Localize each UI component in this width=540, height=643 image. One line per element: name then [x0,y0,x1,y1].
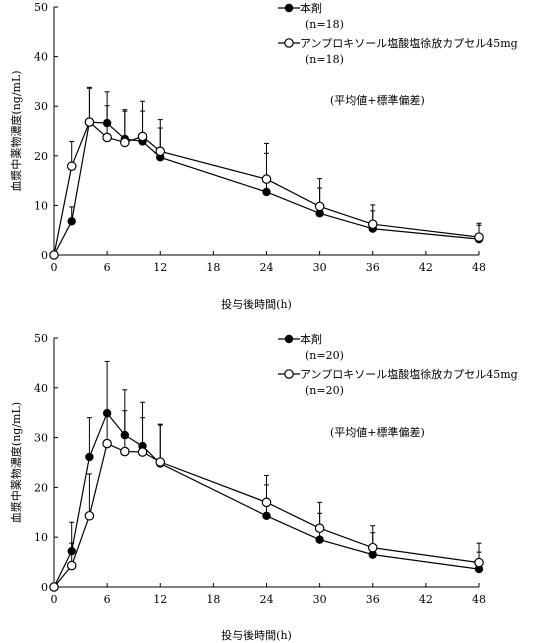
x-tick-label: 6 [104,261,111,274]
y-tick-label: 50 [34,332,48,345]
legend-label: 本剤 [300,1,322,15]
y-tick-label: 40 [34,382,48,395]
x-tick-label: 30 [313,593,327,606]
legend-marker [284,3,294,13]
data-point [102,438,112,449]
x-tick-label: 18 [206,261,220,274]
data-point [102,132,112,143]
x-tick-label: 12 [153,593,167,606]
x-tick-label: 36 [366,593,380,606]
data-point [49,250,59,260]
chart-panel-1: 0 10 20 30 40 50 0 6 12 18 24 30 36 42 48 投与後時間(h) 血漿中薬物… [9,1,518,311]
data-point [137,447,148,457]
x-tick-label: 30 [313,261,327,274]
data-point [155,146,166,157]
x-tick-label: 48 [472,593,486,606]
data-point [474,557,484,568]
data-point [367,542,378,553]
data-point [137,131,148,142]
stat-annotation: (平均値+標準偏差) [330,425,425,439]
x-tick-label: 18 [206,593,220,606]
data-point [314,523,325,534]
data-point [315,535,324,544]
y-axis-label: 血漿中薬物濃度(ng/mL) [9,402,23,523]
data-point [84,117,95,127]
y-tick-label: 50 [34,1,48,14]
data-point [120,137,130,148]
legend-n-label: (n=20) [305,384,344,397]
data-point [261,174,272,184]
y-tick-label: 40 [34,51,48,64]
legend-marker [284,38,294,48]
x-tick-label: 0 [51,261,58,274]
y-tick-label: 10 [34,531,48,544]
legend-label: アンプロキソール塩酸塩徐放カプセル45mg [300,36,518,50]
y-tick-label: 0 [41,249,48,262]
y-axis-label: 血漿中薬物濃度(ng/mL) [9,70,23,191]
legend-n-label: (n=18) [305,53,344,66]
x-axis-label: 投与後時間(h) [221,628,292,642]
data-point [367,219,378,230]
data-point [49,582,59,592]
x-tick-label: 24 [260,593,274,606]
x-tick-label: 36 [366,261,380,274]
legend-label: アンプロキソール塩酸塩徐放カプセル45mg [300,367,518,381]
legend: 本剤 (n=20) アンプロキソール塩酸塩徐放カプセル45mg (n=20) [278,332,518,397]
data-point [67,217,76,226]
x-tick-label: 24 [260,261,274,274]
x-axis-label: 投与後時間(h) [221,297,292,311]
data-point [120,446,130,457]
series-2 [49,86,484,260]
data-point [262,187,271,197]
legend-n-label: (n=20) [305,349,344,362]
data-point [262,511,271,520]
legend-label: 本剤 [300,332,322,346]
y-tick-label: 0 [41,581,48,594]
x-tick-label: 48 [472,261,486,274]
x-tick-label: 42 [419,261,433,274]
series-2 [49,409,484,592]
y-tick-label: 30 [34,432,48,445]
data-point [314,201,325,212]
legend-n-label: (n=18) [305,18,344,31]
data-point [474,232,484,242]
data-point [66,161,77,172]
data-point [84,510,95,521]
y-tick-label: 20 [34,150,48,163]
y-tick-label: 30 [34,100,48,113]
legend: 本剤 (n=18) アンプロキソール塩酸塩徐放カプセル45mg (n=18) [278,1,518,66]
legend-marker [284,334,294,344]
data-point [155,457,166,467]
data-point [261,497,272,508]
data-point [66,560,77,571]
x-tick-label: 6 [104,593,111,606]
chart-panel-2: 0 10 20 30 40 50 0 6 12 18 24 30 36 42 48 投与後時間(h) 血漿中薬物… [9,332,518,642]
y-tick-label: 10 [34,199,48,212]
stat-annotation: (平均値+標準偏差) [330,93,425,107]
x-tick-label: 12 [153,261,167,274]
x-tick-label: 42 [419,593,433,606]
data-point [85,452,94,462]
y-tick-label: 20 [34,481,48,494]
x-tick-label: 0 [51,593,58,606]
legend-marker [284,369,294,379]
